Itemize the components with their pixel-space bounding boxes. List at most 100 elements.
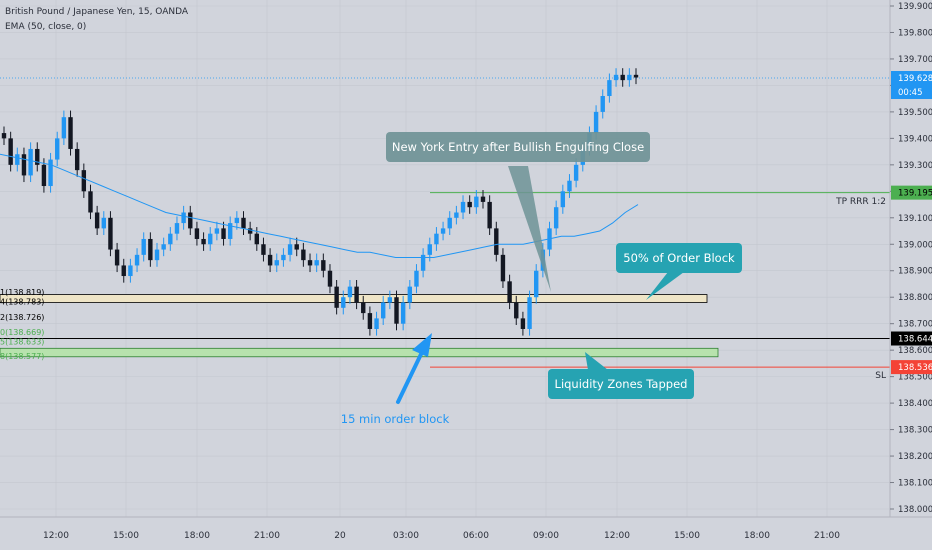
candle-body (194, 228, 200, 239)
candle-body (214, 228, 220, 234)
candle-body (341, 297, 346, 308)
candle-body (48, 159, 53, 187)
time-tick-label: 18:00 (184, 531, 210, 541)
ny-entry-pointer (508, 166, 551, 292)
candle-body (94, 212, 100, 229)
price-zones (0, 294, 719, 358)
price-tick-label: 138.800 (898, 293, 932, 303)
candle-body (447, 217, 452, 229)
candle-body (247, 228, 253, 234)
candle-body (287, 244, 293, 255)
time-tick-label: 21:00 (254, 531, 280, 541)
candle-body (88, 191, 93, 213)
candle-body (394, 297, 399, 324)
time-tick-label: 21:00 (814, 531, 840, 541)
candle-body (620, 74, 625, 81)
candle-body (254, 233, 259, 245)
ob-15min-label: 15 min order block (341, 412, 450, 426)
candle-body (188, 212, 193, 229)
candle-body (241, 217, 246, 229)
candle-body (420, 254, 426, 271)
candle-body (367, 313, 373, 329)
candle-body (474, 196, 479, 208)
candle-body (314, 260, 319, 266)
time-tick-label: 09:00 (533, 531, 559, 541)
arrow-head (412, 333, 432, 357)
candle-body (633, 74, 639, 78)
price-levels (0, 77, 890, 368)
price-tick-label: 138.200 (898, 452, 932, 462)
candle-body (387, 297, 393, 303)
fib-level-label: 0(138.669) (0, 328, 44, 337)
candle-body (141, 238, 146, 255)
candle-body (507, 281, 512, 303)
time-tick-label: 12:00 (604, 531, 630, 541)
ny-entry-callout (386, 132, 650, 162)
candle-body (627, 74, 632, 81)
price-tick-label: 138.000 (898, 505, 932, 515)
price-tick-label: 139.500 (898, 108, 932, 118)
candle-body (374, 318, 379, 329)
candle-body (68, 117, 73, 149)
candle-body (274, 260, 279, 266)
candle-body (381, 302, 386, 319)
fib-level-label: 8(138.577) (0, 352, 44, 361)
arrow-shaft (396, 346, 426, 404)
candle-body (201, 238, 206, 245)
candle-body (61, 117, 67, 139)
candle-body (1, 133, 7, 139)
candle-body (301, 249, 306, 261)
price-badge-bg (891, 85, 932, 100)
candle-body (114, 249, 120, 266)
candle-body (55, 138, 60, 160)
liquidity-zone (0, 347, 719, 358)
order-block-callout (616, 243, 742, 273)
liquidity-pointer (585, 352, 608, 370)
candle-body (28, 148, 33, 176)
candle-body (174, 223, 180, 234)
candle-body (354, 286, 359, 303)
price-tick-label: 139.400 (898, 134, 932, 144)
candle-body (347, 286, 353, 298)
price-tick-label: 138.700 (898, 320, 932, 330)
order-block-pointer (646, 272, 684, 300)
time-tick-label: 12:00 (43, 531, 69, 541)
order-block-text: 50% of Order Block (623, 251, 735, 265)
candle-body (281, 254, 286, 261)
candle-body (8, 138, 13, 165)
candle-body (553, 207, 559, 229)
sl-label: SL (875, 371, 886, 381)
candle-body (567, 180, 572, 192)
candle-body (234, 217, 240, 224)
price-badge-bg (891, 360, 932, 375)
candle-body (267, 254, 273, 266)
candle-body (613, 74, 619, 81)
candle-body (520, 318, 526, 329)
candle-body (321, 260, 326, 271)
price-tick-label: 138.400 (898, 399, 932, 409)
candle-body (101, 217, 106, 229)
time-tick-label: 03:00 (393, 531, 419, 541)
candle-body (108, 217, 113, 250)
candle-body (514, 302, 519, 319)
price-badge-label: 139.628 (898, 74, 932, 84)
candle-body (440, 228, 446, 234)
candle-body (161, 244, 166, 250)
candle-body (407, 286, 413, 303)
price-badge-label: 139.195 (898, 189, 932, 199)
tp-label: TP RRR 1:2 (835, 197, 886, 207)
price-badge-bg (891, 71, 932, 86)
candle-body (480, 196, 486, 202)
price-badge-bg (891, 185, 932, 200)
price-tick-label: 138.600 (898, 346, 932, 356)
candle-body (148, 238, 153, 261)
candle-body (15, 154, 20, 165)
time-axis[interactable]: 12:00 15:00 18:00 21:00 20 03:00 06:00 09:00 12:… (43, 531, 840, 541)
candle-body (221, 228, 226, 239)
price-tick-label: 139.900 (898, 2, 932, 12)
time-tick-label: 06:00 (463, 531, 489, 541)
time-tick-label: 15:00 (113, 531, 139, 541)
candle-body (334, 286, 339, 308)
